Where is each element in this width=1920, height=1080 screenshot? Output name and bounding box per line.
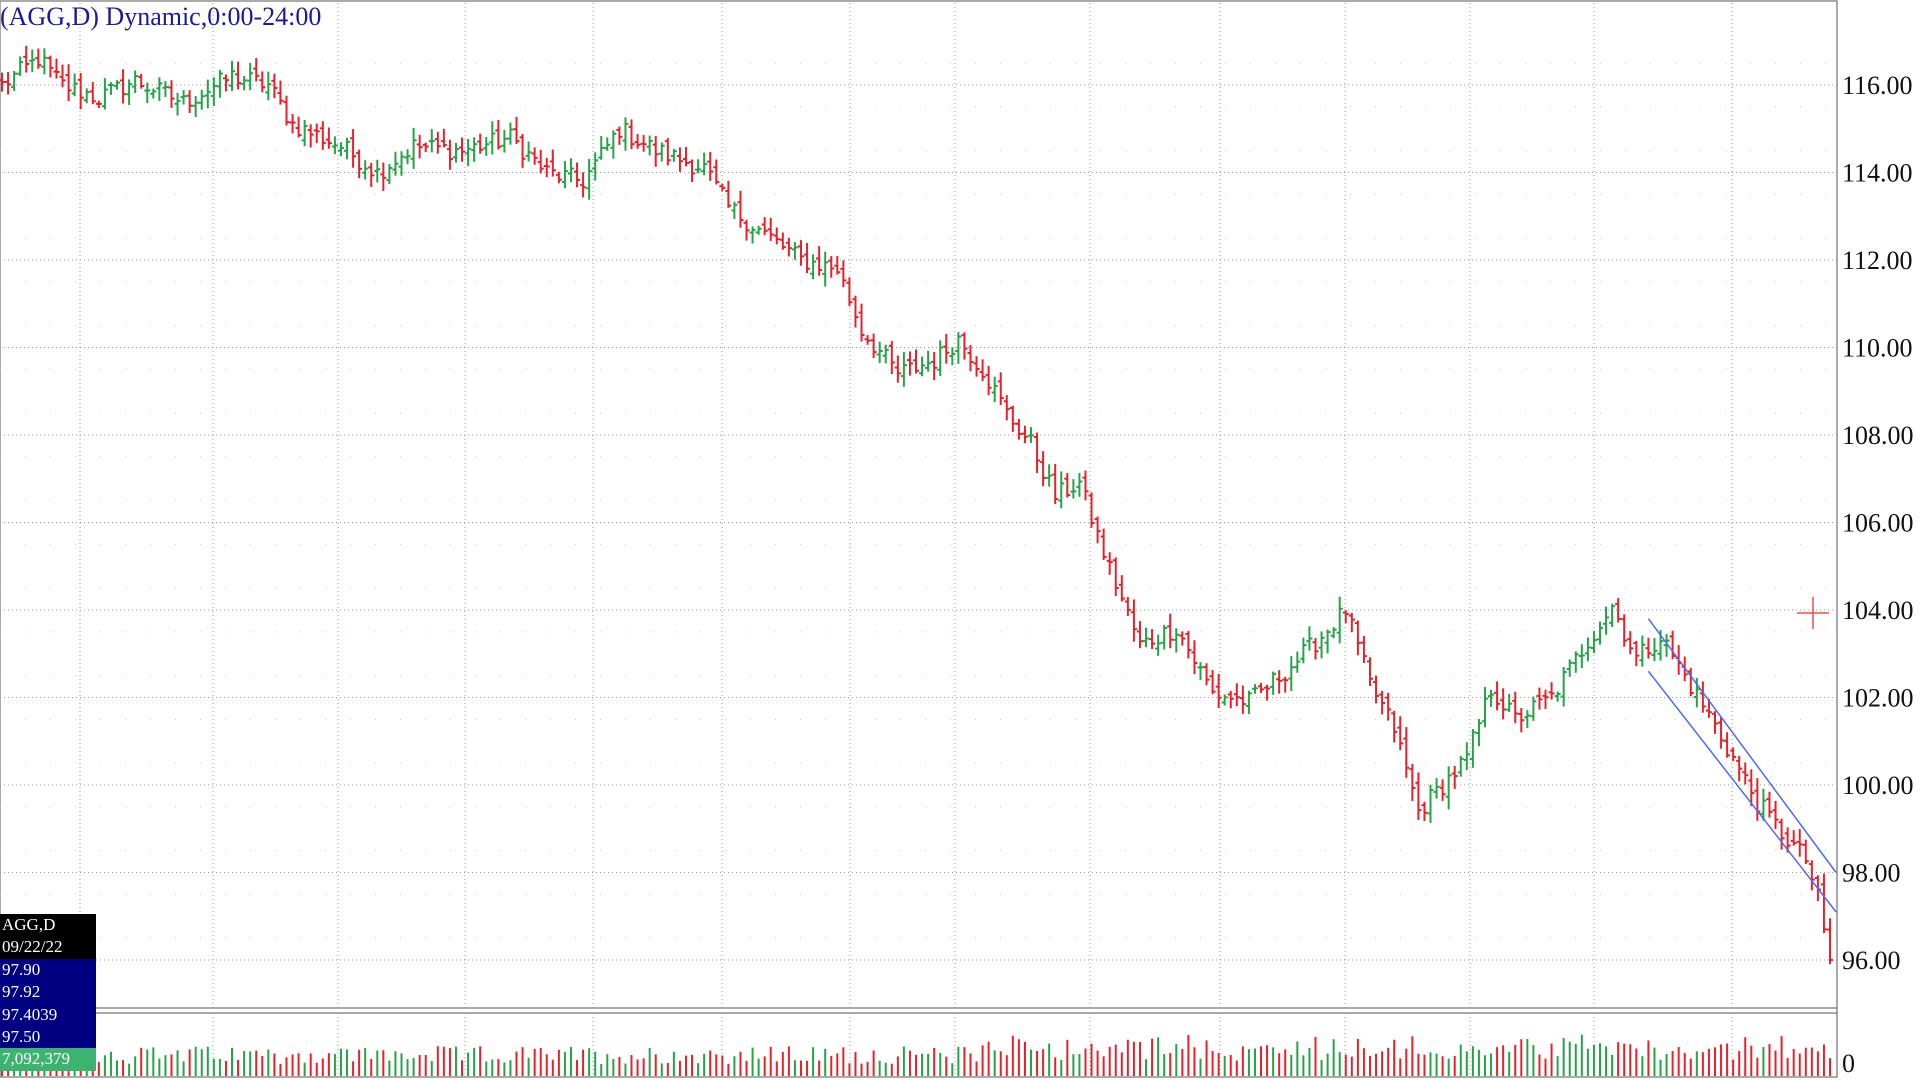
y-tick-label: 106.00 [1842, 509, 1914, 538]
y-tick-label: 104.00 [1842, 596, 1914, 625]
data-window-low: 97.4039 [0, 1003, 96, 1026]
data-window-open: 97.90 [0, 958, 96, 982]
y-tick-label: 112.00 [1842, 246, 1913, 275]
data-window-high: 97.92 [0, 981, 96, 1004]
y-tick-label: 102.00 [1842, 684, 1914, 713]
data-window-close: 97.50 [0, 1025, 96, 1049]
chart-title: (AGG,D) Dynamic,0:00-24:00 [0, 2, 322, 31]
y-tick-label: 116.00 [1842, 71, 1913, 100]
y-tick-label: 108.00 [1842, 421, 1914, 450]
volume-tick-label: 0 [1842, 1049, 1855, 1078]
trend-channel-lower [1647, 670, 1837, 913]
data-window-volume: 7,092,379 [0, 1048, 96, 1071]
y-tick-label: 110.00 [1842, 334, 1913, 363]
trend-channel-upper [1647, 618, 1837, 873]
y-tick-label: 96.00 [1842, 946, 1901, 975]
y-tick-label: 114.00 [1842, 159, 1913, 188]
data-window-symbol: AGG,D [0, 914, 96, 937]
y-tick-label: 100.00 [1842, 771, 1914, 800]
chart-frame [0, 0, 1838, 1078]
data-window-date: 09/22/22 [0, 936, 96, 959]
data-window: AGG,D 09/22/22 97.90 97.92 97.4039 97.50… [0, 914, 96, 1071]
y-tick-label: 98.00 [1842, 859, 1901, 888]
